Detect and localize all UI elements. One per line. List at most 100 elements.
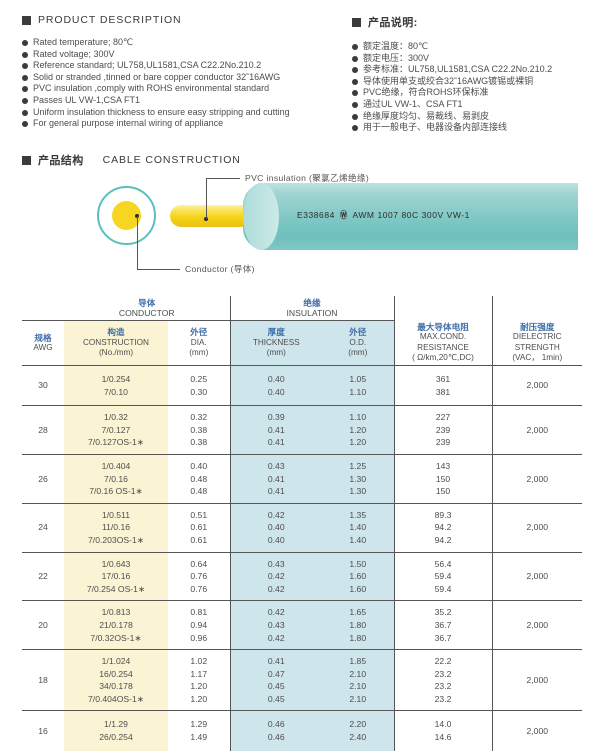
header-dia-unit: (mm) bbox=[189, 348, 209, 358]
header-resistance-en: MAX.COND. bbox=[419, 332, 467, 342]
feature-en-item: Passes UL VW-1,CSA FT1 bbox=[22, 95, 352, 107]
group-conductor-cn: 导体 bbox=[138, 298, 156, 308]
round-bullet-icon bbox=[352, 125, 358, 132]
cell-od-value: 1.20 bbox=[349, 424, 367, 435]
cell-thickness: 0.42 0.43 0.42 bbox=[229, 600, 323, 650]
header-od-unit: (mm) bbox=[348, 348, 368, 358]
cell-resistance-value: 36.7 bbox=[434, 619, 452, 630]
cell-thickness: 0.41 0.47 0.45 0.45 bbox=[229, 649, 323, 711]
jacket-end-cap bbox=[243, 183, 279, 250]
cell-od-value: 1.60 bbox=[349, 583, 367, 594]
cell-od-value: 1.20 bbox=[349, 437, 367, 448]
cell-od-value: 1.80 bbox=[349, 619, 367, 630]
cell-thickness-value: 0.46 bbox=[267, 719, 285, 730]
round-bullet-icon bbox=[22, 51, 28, 58]
cell-construction-value: 26/0.254 bbox=[99, 732, 133, 743]
cell-resistance: 22.2 23.2 23.2 23.2 bbox=[393, 649, 493, 711]
header-dielectric-cn: 耐压强度 bbox=[520, 321, 555, 332]
group-resistance-spacer bbox=[393, 296, 493, 321]
table-group-header-row: 导体 CONDUCTOR 绝缘 INSULATION bbox=[22, 296, 583, 321]
feature-cn-item: 导体使用单支或绞合32˜16AWG镀锡或裸铜 bbox=[352, 76, 597, 88]
cell-awg: 16 bbox=[22, 710, 64, 751]
cell-thickness: 0.39 0.41 0.41 bbox=[229, 405, 323, 455]
cell-construction-value: 11/0.16 bbox=[101, 522, 131, 533]
header-dia-cn: 外径 bbox=[190, 327, 208, 338]
cell-od-value: 2.10 bbox=[349, 668, 367, 679]
cell-resistance: 361 381 bbox=[393, 364, 493, 406]
feature-cn-text: 额定温度：80℃ bbox=[363, 41, 429, 51]
cell-thickness-value: 0.45 bbox=[267, 681, 285, 692]
feature-cn-text: 绝缘厚度均匀、易裁线、易剥皮 bbox=[363, 110, 490, 121]
feature-en-text: Uniform insulation thickness to ensure e… bbox=[33, 106, 290, 117]
cell-resistance: 14.0 14.6 bbox=[393, 710, 493, 751]
english-feature-list: Rated temperature; 80℃ Rated voltage; 300… bbox=[22, 37, 352, 130]
header-construction-unit: (No./mm) bbox=[98, 348, 134, 358]
header-dielectric: 耐压强度 DIELECTRIC STRENGTH (VAC， 1min) bbox=[491, 320, 583, 366]
header-thickness-unit: (mm) bbox=[266, 348, 286, 358]
cell-resistance-value: 22.2 bbox=[434, 656, 452, 667]
cell-dielectric: 2,000 bbox=[491, 453, 583, 504]
cell-thickness-value: 0.40 bbox=[267, 534, 285, 545]
cell-dia: 0.32 0.38 0.38 bbox=[168, 405, 231, 455]
cell-dielectric: 2,000 bbox=[491, 364, 583, 406]
group-dielectric-spacer bbox=[491, 296, 583, 321]
cell-resistance-value: 150 bbox=[435, 473, 451, 484]
cell-od-value: 1.80 bbox=[349, 632, 367, 643]
cell-construction-value: 7/0.16 bbox=[104, 473, 128, 484]
cell-dia: 0.51 0.61 0.61 bbox=[168, 502, 231, 553]
cell-thickness-value: 0.41 bbox=[267, 424, 285, 435]
cell-od-value: 1.05 bbox=[349, 374, 367, 384]
cell-od-value: 1.30 bbox=[349, 473, 367, 484]
description-english-column: PRODUCT DESCRIPTION Rated temperature; 8… bbox=[22, 14, 352, 130]
header-construction-en: CONSTRUCTION bbox=[83, 337, 149, 347]
cell-resistance: 56.4 59.4 59.4 bbox=[393, 551, 493, 601]
table-row: 16 1/1.29 26/0.254 1.29 1.49 0.46 0.46 2.20 2.40… bbox=[22, 710, 583, 751]
cell-construction: 1/0.254 7/0.10 bbox=[64, 364, 168, 406]
insulation-callout-label: PVC insulation (聚氯乙烯绝缘) bbox=[245, 173, 370, 183]
cell-resistance-value: 239 bbox=[435, 437, 451, 448]
feature-en-item: Reference standard; UL758,UL1581,CSA C22… bbox=[22, 60, 352, 72]
cell-dia-value: 0.30 bbox=[190, 386, 208, 397]
cell-thickness-value: 0.42 bbox=[267, 583, 285, 594]
cell-construction-value: 17/0.16 bbox=[101, 571, 131, 582]
cell-resistance: 143 150 150 bbox=[393, 453, 493, 504]
cell-dia: 1.02 1.17 1.20 1.20 bbox=[168, 649, 231, 711]
cell-dia-value: 0.94 bbox=[190, 619, 208, 630]
cell-resistance: 227 239 239 bbox=[393, 405, 493, 455]
cell-construction-value: 7/0.203OS-1∗ bbox=[88, 534, 144, 545]
cell-construction-value: 1/0.32 bbox=[104, 412, 128, 423]
cell-dia-value: 0.38 bbox=[190, 424, 208, 435]
cell-awg: 28 bbox=[22, 405, 64, 455]
cell-thickness-value: 0.43 bbox=[267, 558, 285, 569]
cell-dia-value: 0.64 bbox=[190, 558, 208, 569]
feature-en-text: PVC insulation ,comply with ROHS environ… bbox=[33, 83, 270, 94]
feature-cn-item: 额定电压：300V bbox=[352, 53, 597, 65]
cell-thickness-value: 0.42 bbox=[267, 571, 285, 582]
cell-resistance-value: 239 bbox=[435, 424, 451, 435]
header-thickness-cn: 厚度 bbox=[267, 327, 285, 338]
cell-resistance-value: 59.4 bbox=[434, 583, 452, 594]
group-conductor-en: CONDUCTOR bbox=[118, 308, 175, 318]
cell-od-value: 1.35 bbox=[349, 509, 367, 520]
cell-dia-value: 0.96 bbox=[190, 632, 208, 643]
feature-en-item: PVC insulation ,comply with ROHS environ… bbox=[22, 83, 352, 95]
header-awg: 规格 AWG bbox=[22, 320, 64, 366]
round-bullet-icon bbox=[352, 113, 358, 120]
feature-en-item: For general purpose internal wiring of a… bbox=[22, 118, 352, 130]
cell-dia-value: 1.17 bbox=[190, 668, 208, 679]
pvc-insulation-jacket bbox=[243, 183, 578, 250]
feature-en-item: Rated voltage; 300V bbox=[22, 49, 352, 61]
cable-surface-printing: E338684 Ⓦ AWM 1007 80C 300V VW-1 bbox=[297, 208, 470, 221]
cell-dia-value: 1.20 bbox=[190, 681, 208, 692]
square-bullet-icon bbox=[22, 15, 31, 25]
header-thickness: 厚度 THICKNESS (mm) bbox=[229, 320, 323, 366]
insulation-callout-line-horizontal bbox=[206, 178, 240, 179]
cell-construction: 1/0.511 11/0.16 7/0.203OS-1∗ bbox=[64, 502, 168, 553]
cell-dia-value: 0.48 bbox=[190, 473, 208, 484]
cell-od-value: 2.40 bbox=[349, 732, 367, 743]
cell-resistance-value: 143 bbox=[435, 460, 451, 471]
cell-thickness-value: 0.40 bbox=[267, 374, 285, 384]
ul-logo-icon: Ⓦ bbox=[339, 210, 348, 220]
feature-en-text: Reference standard; UL758,UL1581,CSA C22… bbox=[33, 60, 262, 71]
cell-thickness-value: 0.41 bbox=[267, 656, 285, 667]
